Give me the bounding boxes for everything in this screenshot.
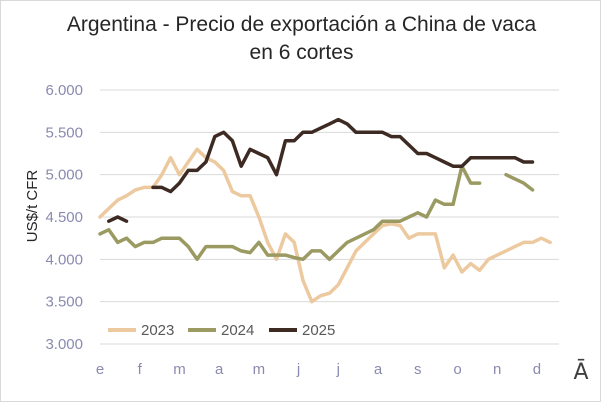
series-lines bbox=[98, 117, 552, 304]
x-tick-label: m bbox=[253, 361, 266, 378]
x-tick-label: n bbox=[493, 361, 501, 378]
legend: 2023 2024 2025 bbox=[108, 322, 335, 339]
x-tick-label: d bbox=[533, 361, 541, 378]
legend-label-2025: 2025 bbox=[302, 322, 335, 339]
x-tick-label: a bbox=[215, 361, 224, 378]
x-tick-label: e bbox=[96, 361, 104, 378]
x-tick-label: j bbox=[296, 361, 300, 378]
y-tick-label: 5.000 bbox=[45, 167, 83, 184]
chart-title: Argentina - Precio de exportación a Chin… bbox=[1, 11, 601, 67]
chart-title-line-2: en 6 cortes bbox=[249, 41, 354, 64]
gridlines bbox=[100, 89, 559, 303]
y-axis-ticks: 3.000 3.500 4.000 4.500 5.000 5.500 6.000 bbox=[45, 82, 83, 353]
series-line-2024 bbox=[504, 172, 535, 192]
x-tick-label: f bbox=[138, 361, 143, 378]
x-tick-label: m bbox=[173, 361, 186, 378]
y-axis-label: US$/t CFR bbox=[24, 170, 41, 243]
x-tick-label: j bbox=[336, 361, 340, 378]
series-line-2025 bbox=[151, 117, 535, 194]
y-tick-label: 5.500 bbox=[45, 124, 83, 141]
legend-label-2023: 2023 bbox=[141, 322, 174, 339]
series-line-2024 bbox=[98, 164, 482, 262]
x-tick-label: s bbox=[414, 361, 422, 378]
y-tick-label: 3.000 bbox=[45, 336, 83, 353]
series-line-2023 bbox=[98, 147, 552, 304]
brand-logo: Ā bbox=[573, 360, 588, 385]
y-tick-label: 6.000 bbox=[45, 82, 83, 99]
y-tick-label: 4.500 bbox=[45, 209, 83, 226]
x-tick-label: o bbox=[453, 361, 461, 378]
chart-title-line-1: Argentina - Precio de exportación a Chin… bbox=[66, 13, 537, 36]
y-tick-label: 4.000 bbox=[45, 251, 83, 268]
y-tick-label: 3.500 bbox=[45, 294, 83, 311]
legend-label-2024: 2024 bbox=[221, 322, 254, 339]
x-tick-label: a bbox=[374, 361, 383, 378]
series-line-2025 bbox=[107, 215, 129, 223]
